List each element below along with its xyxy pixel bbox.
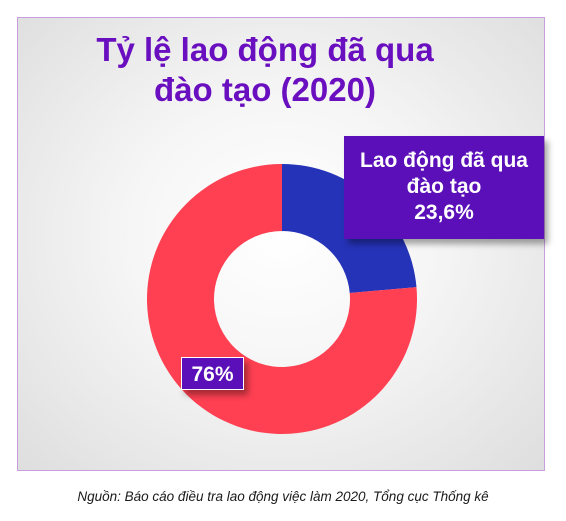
- callout-trained-line-2: đào tạo: [406, 175, 482, 198]
- callout-untrained-share: 76%: [181, 357, 244, 390]
- chart-title: Tỷ lệ lao động đã qua đào tạo (2020): [60, 30, 470, 110]
- title-line-1: Tỷ lệ lao động đã qua: [96, 31, 434, 68]
- callout-trained-line-1: Lao động đã qua: [360, 149, 528, 172]
- callout-trained-value: 23,6%: [414, 201, 474, 224]
- source-note: Nguồn: Báo cáo điều tra lao động việc là…: [77, 489, 489, 504]
- callout-trained-share: Lao động đã qua đào tạo 23,6%: [344, 136, 544, 239]
- title-line-2: đào tạo (2020): [154, 71, 376, 108]
